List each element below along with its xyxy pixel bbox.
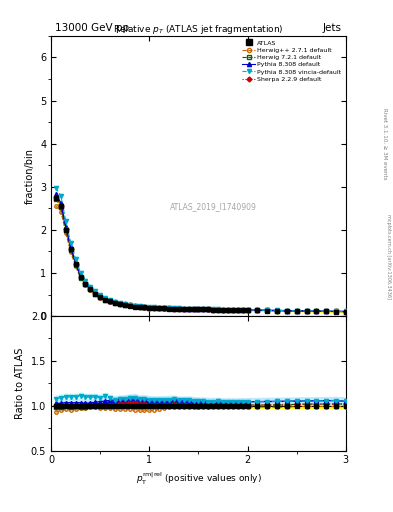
Y-axis label: fraction/bin: fraction/bin xyxy=(24,148,35,204)
Legend: ATLAS, Herwig++ 2.7.1 default, Herwig 7.2.1 default, Pythia 8.308 default, Pythi: ATLAS, Herwig++ 2.7.1 default, Herwig 7.… xyxy=(240,38,344,84)
Text: ATLAS_2019_I1740909: ATLAS_2019_I1740909 xyxy=(170,203,257,211)
Title: Relative $p_T$ (ATLAS jet fragmentation): Relative $p_T$ (ATLAS jet fragmentation) xyxy=(113,23,284,36)
Text: 13000 GeV pp: 13000 GeV pp xyxy=(55,23,129,33)
Text: Rivet 3.1.10, ≥ 3M events: Rivet 3.1.10, ≥ 3M events xyxy=(382,108,387,179)
Text: Jets: Jets xyxy=(323,23,342,33)
Y-axis label: Ratio to ATLAS: Ratio to ATLAS xyxy=(15,348,25,419)
X-axis label: $p_{\rm T}^{\rm rm|rel}$ (positive values only): $p_{\rm T}^{\rm rm|rel}$ (positive value… xyxy=(136,471,261,487)
Text: mcplots.cern.ch [arXiv:1306.3436]: mcplots.cern.ch [arXiv:1306.3436] xyxy=(386,214,391,298)
